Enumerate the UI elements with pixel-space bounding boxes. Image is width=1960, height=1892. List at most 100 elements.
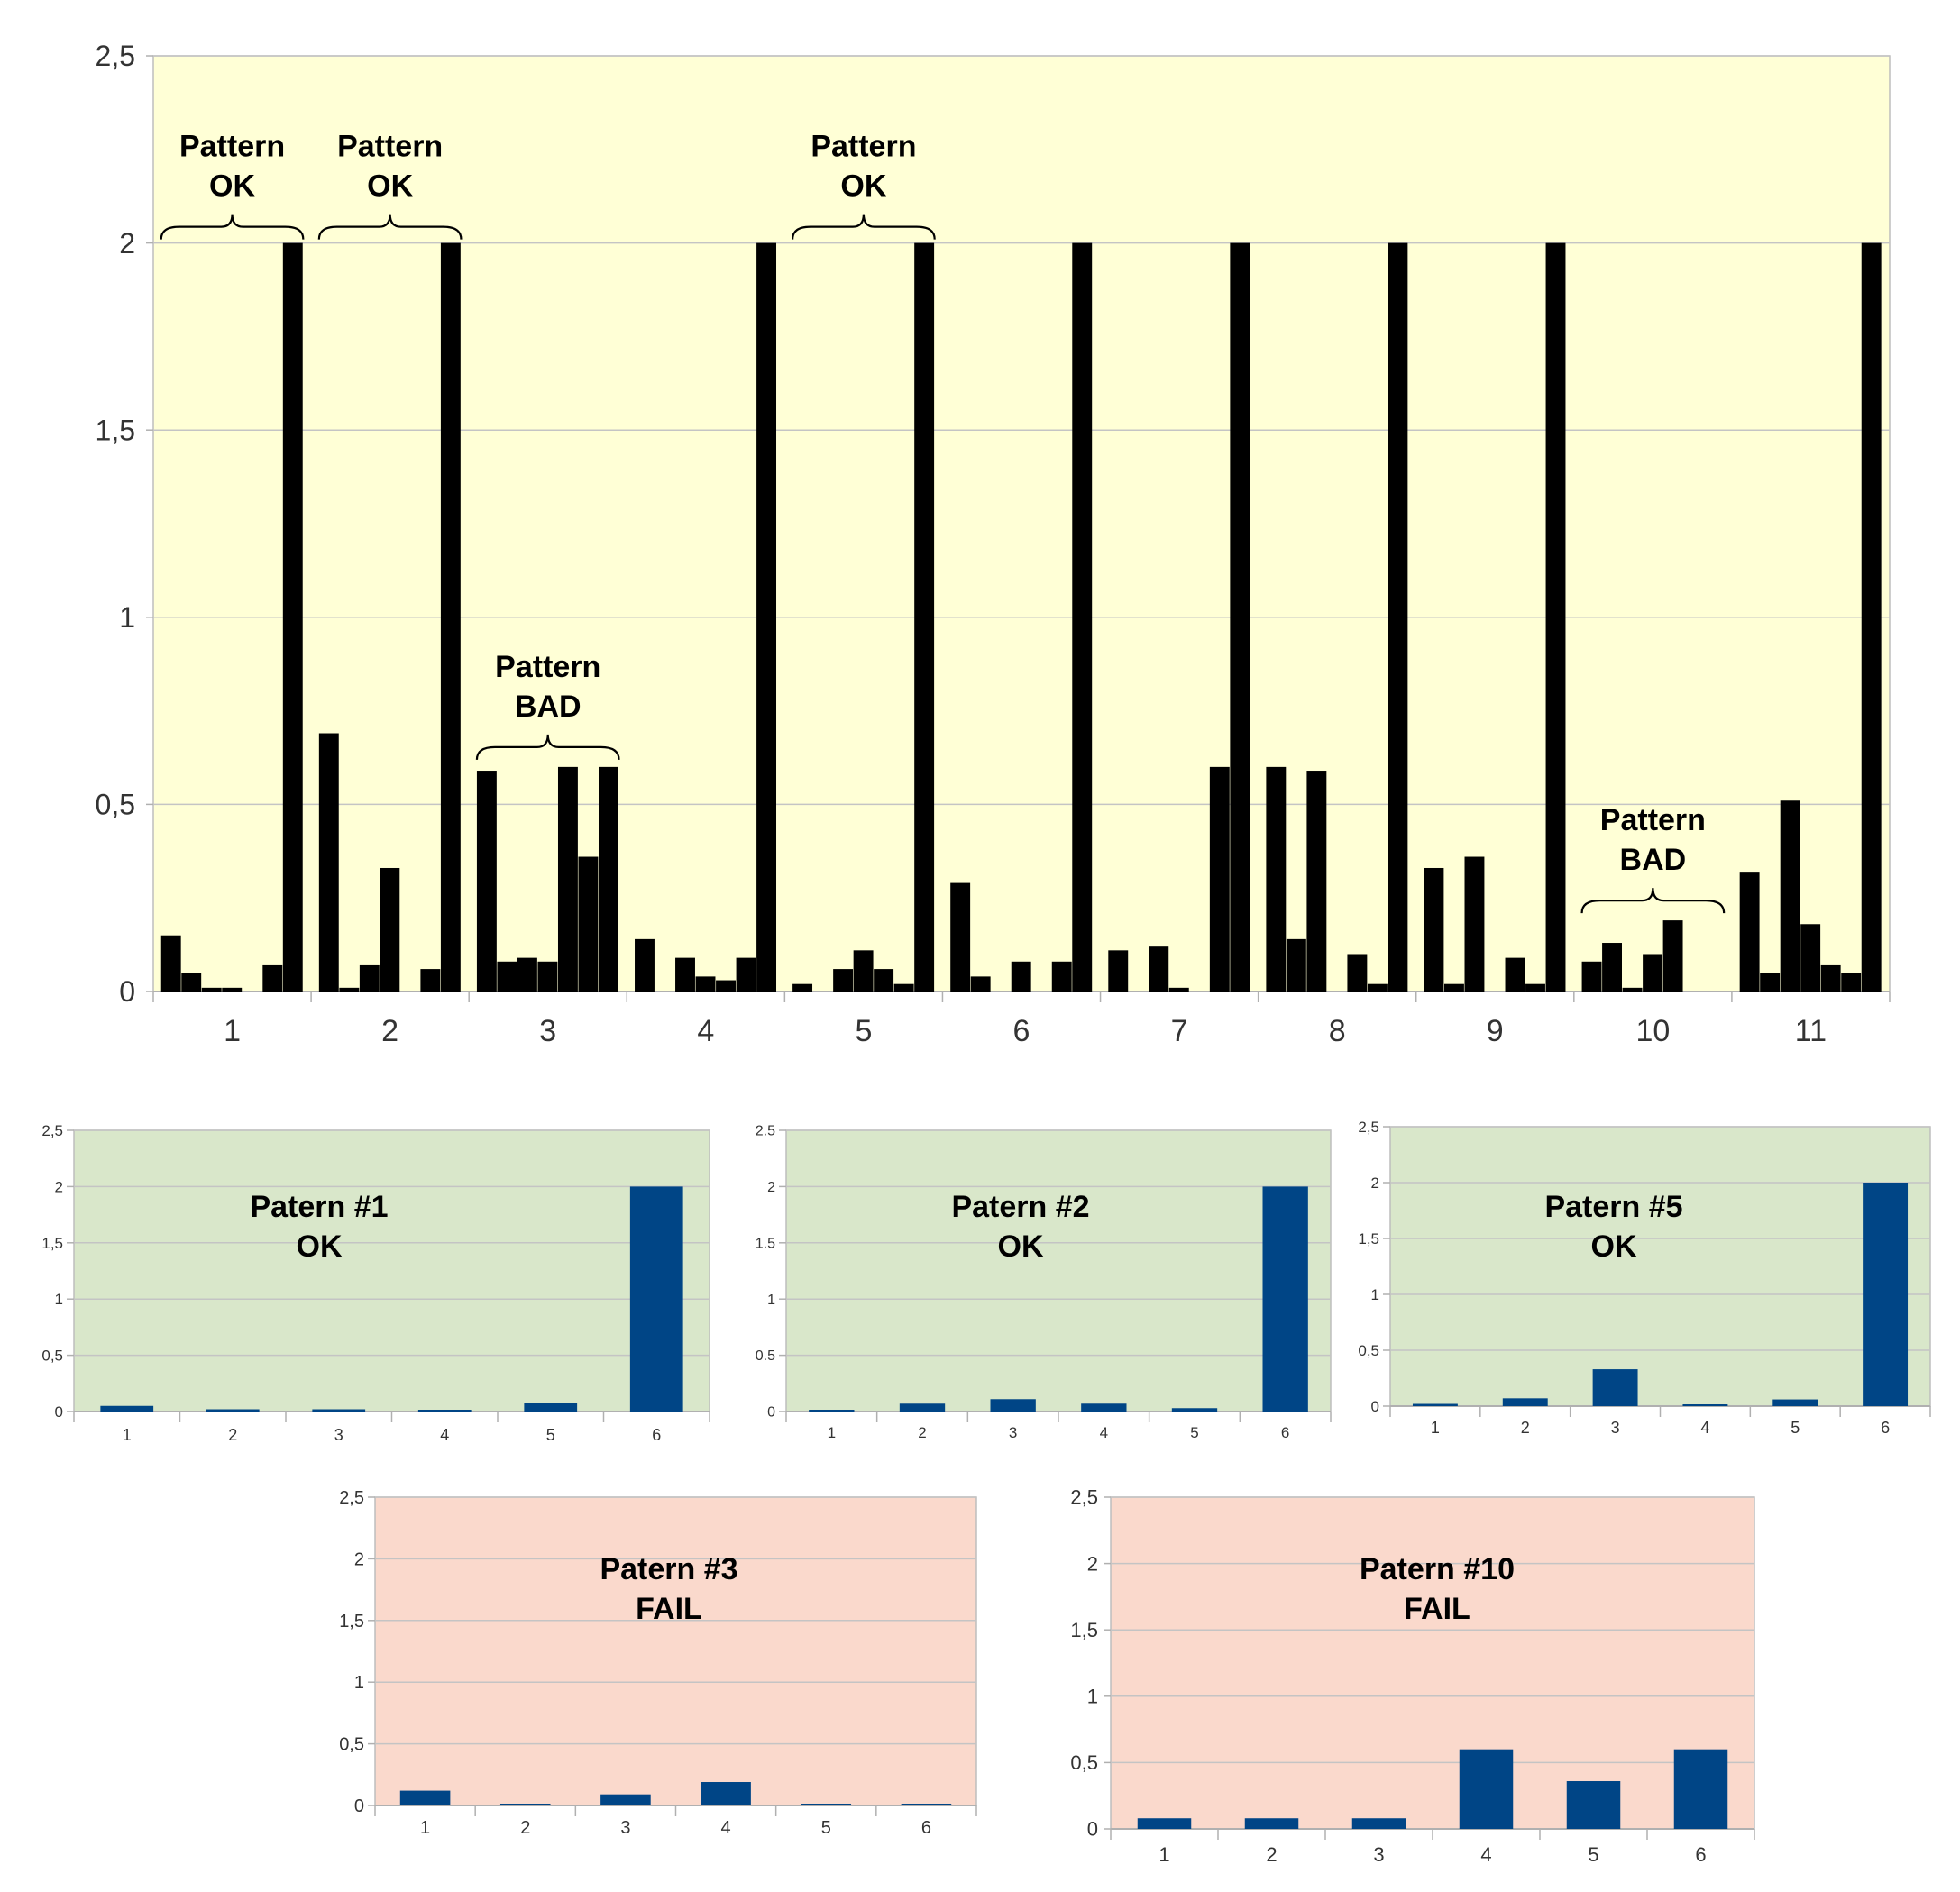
chart6-y-tick-label: 0,5 [1070, 1751, 1098, 1774]
chart1-bar [1388, 242, 1408, 992]
chart1-annotation-line2: OK [367, 169, 413, 204]
chart1-bar [792, 983, 813, 992]
chart1-bar [1347, 954, 1368, 992]
chart6-bar [1566, 1781, 1621, 1829]
chart5-y-tick-label: 2 [354, 1549, 364, 1569]
chart6-label-line1: Patern #10 [1360, 1552, 1515, 1586]
chart1-bar [1464, 856, 1485, 992]
chart2-bar [312, 1409, 366, 1412]
chart1-bar [695, 976, 716, 992]
chart1-annotation-line1: Pattern [495, 650, 600, 684]
chart4-bar [1863, 1183, 1909, 1406]
chart1-bar [380, 867, 400, 992]
chart5-y-tick-label: 1,5 [339, 1612, 364, 1632]
chart5-y-tick-label: 0 [354, 1796, 364, 1816]
chart6-x-tick-label: 2 [1266, 1843, 1277, 1866]
chart1-bar [318, 733, 339, 992]
chart5-x-tick-label: 1 [420, 1818, 430, 1838]
chart3-bar [1171, 1408, 1218, 1412]
chart5-bar [499, 1804, 551, 1805]
chart1-bar [262, 964, 283, 992]
chart2-x-tick-label: 4 [440, 1426, 449, 1444]
chart1-annotation-line2: OK [840, 169, 886, 204]
chart3-y-tick-label: 0 [767, 1405, 775, 1421]
chart5-label-line1: Patern #3 [600, 1552, 737, 1586]
chart2-y-tick-label: 0 [55, 1403, 63, 1421]
chart2-y-tick-label: 1 [55, 1291, 63, 1308]
chart1-bar [1149, 946, 1169, 992]
chart1-y-tick-label: 2,5 [96, 40, 135, 72]
chart2-x-tick-label: 1 [123, 1426, 132, 1444]
chart1-annotation-bracket [1580, 888, 1726, 914]
chart6-y-tick-label: 2,5 [1070, 1486, 1098, 1509]
chart6-bar [1244, 1818, 1299, 1829]
chart1-bar [160, 935, 181, 992]
chart1-x-tick-label: 7 [1171, 1014, 1188, 1048]
chart5-x-tick-label: 2 [520, 1818, 530, 1838]
chart1-bar [1168, 987, 1189, 992]
chart1-bar [1800, 924, 1821, 992]
chart5-y-tick-label: 2,5 [339, 1488, 364, 1508]
chart1-bar [420, 969, 441, 992]
chart3-x-tick-label: 1 [828, 1424, 836, 1441]
chart1-bar [1072, 242, 1093, 992]
chart1-bar [1581, 961, 1602, 992]
chart1-bar [440, 242, 461, 992]
chart4-label-line2: OK [1591, 1229, 1637, 1264]
chart2-label-line1: Patern #1 [250, 1190, 388, 1224]
chart6-bar [1673, 1749, 1728, 1829]
chart6-y-tick-label: 1 [1087, 1686, 1098, 1708]
chart1-bar [1209, 766, 1230, 992]
chart1-bar [1367, 983, 1388, 992]
chart1-bar [1739, 872, 1760, 992]
chart1-x-tick-label: 8 [1329, 1014, 1346, 1048]
chart2-y-tick-label: 2,5 [41, 1122, 63, 1139]
chart1-bar [181, 973, 202, 992]
chart1-bar [1643, 954, 1663, 992]
chart5-x-tick-label: 3 [620, 1818, 630, 1838]
chart1-x-tick-label: 3 [539, 1014, 556, 1048]
chart1-bar [1780, 800, 1800, 992]
chart1-bar [1525, 983, 1545, 992]
chart1-bar [359, 964, 380, 992]
chart4-bar [1412, 1403, 1458, 1406]
chart4-y-tick-label: 2,5 [1358, 1119, 1379, 1136]
chart3-bar [1081, 1403, 1127, 1412]
chart1-bar [1443, 983, 1464, 992]
chart1-bar [950, 882, 971, 992]
chart5-bar [701, 1782, 751, 1805]
chart1-y-tick-label: 0,5 [96, 789, 135, 821]
chart6-bar [1459, 1749, 1514, 1829]
chart1-x-tick-label: 2 [381, 1014, 398, 1048]
chart1-annotation-bracket [317, 214, 463, 240]
chart3-plot-area [785, 1129, 1332, 1412]
chart5-y-tick-label: 1 [354, 1673, 364, 1693]
chart6-label-line2: FAIL [1404, 1592, 1470, 1626]
chart1-annotation-bracket [160, 214, 305, 240]
chart1-bar [1760, 973, 1781, 992]
chart5-x-tick-label: 6 [921, 1818, 931, 1838]
chart1-bar [1602, 943, 1622, 992]
chart6-bar [1137, 1818, 1192, 1829]
chart1-annotation-bracket [792, 214, 936, 240]
chart4-plot-area [1389, 1126, 1931, 1407]
chart3-y-tick-label: 2 [767, 1180, 775, 1195]
chart1-y-tick-label: 1 [119, 601, 135, 634]
chart4-x-tick-label: 5 [1791, 1419, 1800, 1437]
chart6-plot-area [1110, 1496, 1755, 1830]
chart1-y-tick-label: 1,5 [96, 414, 135, 446]
chart1-bar [222, 987, 243, 992]
chart1-bar [1861, 242, 1882, 992]
chart2-y-tick-label: 0,5 [41, 1348, 63, 1365]
chart5-y-tick-label: 0,5 [339, 1735, 364, 1755]
chart5-label-line2: FAIL [636, 1592, 702, 1626]
chart4-y-tick-label: 0,5 [1358, 1342, 1379, 1359]
chart1-x-tick-label: 9 [1487, 1014, 1504, 1048]
chart1-bar [1266, 766, 1287, 992]
chart1-bar [1505, 957, 1525, 992]
chart1-bar [1424, 867, 1444, 992]
chart1-bar [1051, 961, 1072, 992]
chart4-y-tick-label: 2 [1371, 1175, 1379, 1192]
chart4-y-tick-label: 1,5 [1358, 1230, 1379, 1248]
chart1-bar [736, 957, 756, 992]
